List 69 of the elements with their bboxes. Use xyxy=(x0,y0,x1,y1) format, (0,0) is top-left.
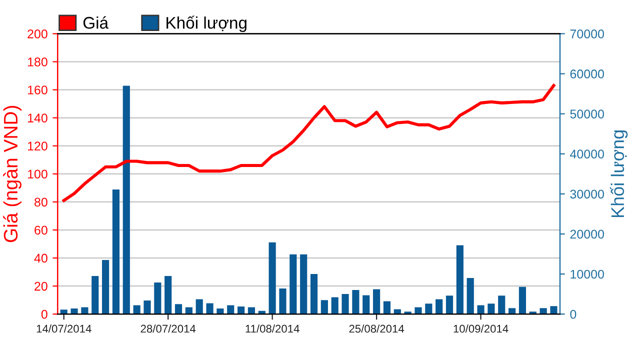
bar xyxy=(488,304,495,314)
bar xyxy=(196,299,203,314)
x-tick-label: 25/08/2014 xyxy=(349,324,404,333)
y2-axis-title: Khối lượng xyxy=(610,130,628,217)
y-tick-label: 60 xyxy=(34,226,48,235)
y-tick-label: 200 xyxy=(28,30,48,38)
bar xyxy=(102,260,110,314)
bar xyxy=(498,296,506,314)
y-tick-label: 20 xyxy=(34,282,48,291)
bar xyxy=(164,276,172,314)
bar xyxy=(456,245,464,314)
y-tick-label: 120 xyxy=(28,142,48,151)
y-tick-label: 100 xyxy=(28,170,48,179)
y2-tick-label: 60000 xyxy=(570,70,604,78)
bar xyxy=(92,276,99,314)
bar xyxy=(290,254,297,314)
y2-tick-label: 50000 xyxy=(570,110,604,118)
bar xyxy=(436,299,443,314)
bar xyxy=(206,303,214,314)
bar xyxy=(362,295,370,314)
bar xyxy=(373,289,380,314)
bar xyxy=(331,297,338,314)
y-tick-label: 160 xyxy=(28,86,48,94)
y-axis-title: Giá (ngàn VND) xyxy=(3,106,22,242)
bar xyxy=(122,86,130,314)
y2-tick-label: 40000 xyxy=(570,150,604,159)
bar xyxy=(238,306,245,314)
bar xyxy=(550,306,558,314)
y-tick-label: 140 xyxy=(28,114,48,122)
bar xyxy=(466,278,474,314)
legend-label: Giá xyxy=(83,16,109,29)
bar xyxy=(518,286,526,314)
x-tick-label: 14/07/2014 xyxy=(36,324,92,333)
x-tick-label: 28/07/2014 xyxy=(140,324,196,333)
bar xyxy=(477,305,484,314)
bar xyxy=(383,301,391,314)
legend-label: Khối lượng xyxy=(166,16,246,32)
bar xyxy=(508,308,516,314)
y2-tick-label: 20000 xyxy=(570,230,604,239)
y2-tick-label: 70000 xyxy=(570,30,604,38)
bar xyxy=(144,300,151,314)
y2-tick-label: 0 xyxy=(570,310,576,319)
x-tick-label: 10/09/2014 xyxy=(454,324,508,333)
y-tick-label: 180 xyxy=(28,58,48,66)
bar xyxy=(112,190,120,314)
bar xyxy=(279,288,286,314)
bar xyxy=(446,296,454,314)
bar xyxy=(133,305,140,314)
bar xyxy=(540,308,547,314)
bar xyxy=(268,242,276,314)
bar xyxy=(425,304,432,314)
bar xyxy=(310,274,318,314)
y2-tick-label: 10000 xyxy=(570,270,604,279)
bar xyxy=(60,310,68,314)
bar xyxy=(342,294,349,314)
bar xyxy=(174,304,182,314)
y2-tick-label: 30000 xyxy=(570,190,604,199)
y-tick-label: 40 xyxy=(34,254,48,263)
y-tick-label: 80 xyxy=(34,198,48,207)
bar xyxy=(227,305,234,314)
y-tick-label: 0 xyxy=(41,310,48,319)
bar xyxy=(154,282,162,314)
bar xyxy=(320,300,328,314)
bar xyxy=(70,308,78,314)
bar xyxy=(300,254,308,314)
bar xyxy=(352,290,360,314)
line-series xyxy=(62,84,556,202)
x-tick-label: 11/08/2014 xyxy=(246,324,300,333)
bar xyxy=(414,307,422,314)
